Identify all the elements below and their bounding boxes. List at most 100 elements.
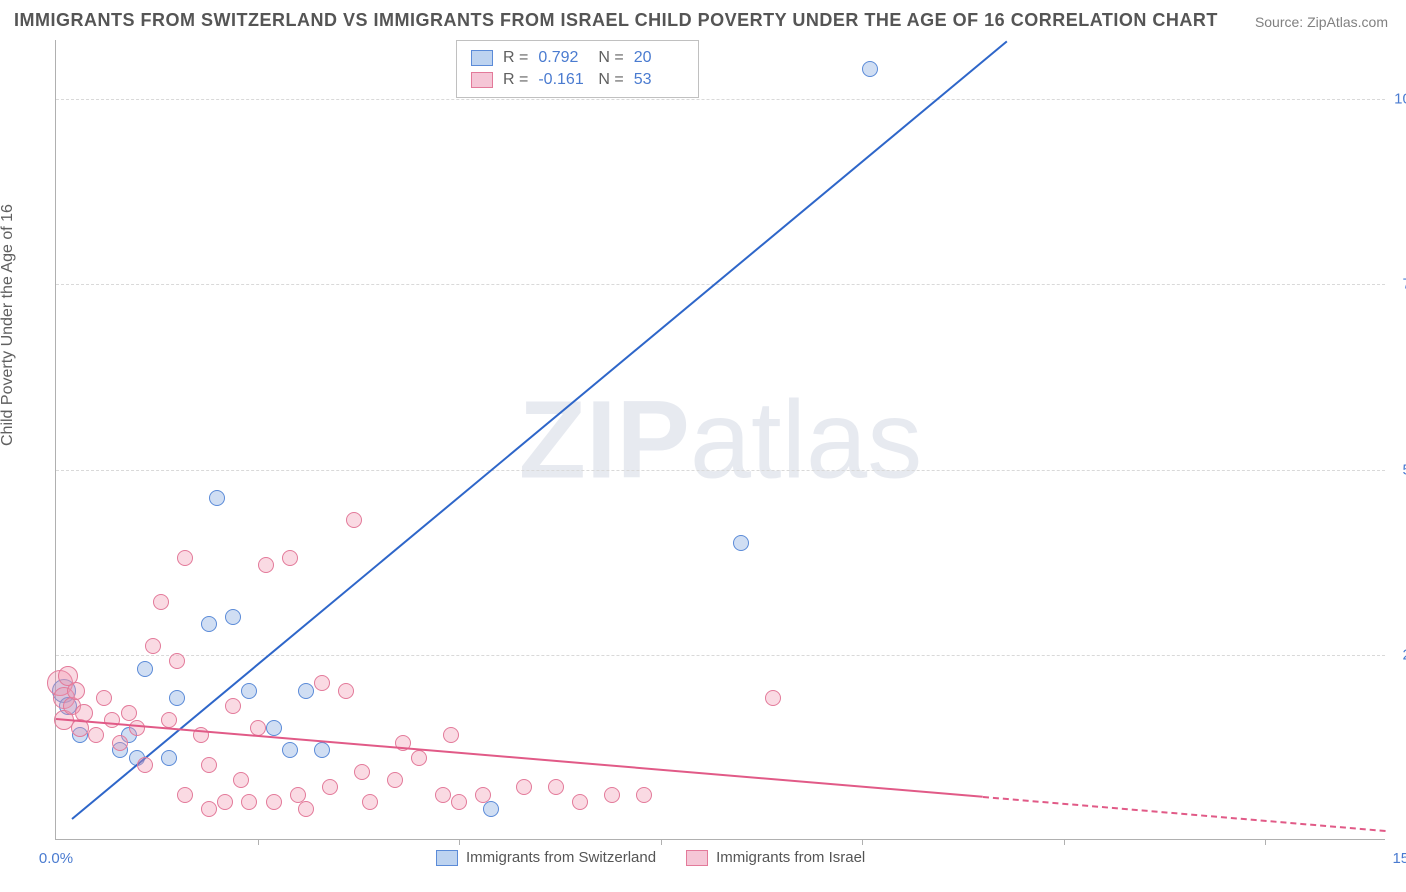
data-point-israel: [451, 794, 467, 810]
data-point-israel: [201, 801, 217, 817]
xtick: [661, 839, 662, 845]
stats-n-value: 20: [634, 49, 684, 67]
data-point-israel: [338, 683, 354, 699]
data-point-israel: [548, 779, 564, 795]
data-point-israel: [67, 682, 85, 700]
data-point-israel: [298, 801, 314, 817]
data-point-israel: [241, 794, 257, 810]
data-point-switzerland: [483, 801, 499, 817]
stats-r-label: R =: [503, 71, 528, 89]
xtick: [1064, 839, 1065, 845]
data-point-israel: [112, 735, 128, 751]
data-point-israel: [636, 787, 652, 803]
data-point-israel: [169, 653, 185, 669]
data-point-israel: [475, 787, 491, 803]
xtick: [862, 839, 863, 845]
data-point-switzerland: [209, 490, 225, 506]
plot-area: ZIPatlas R =0.792N =20R =-0.161N =53 Imm…: [55, 40, 1385, 840]
data-point-switzerland: [161, 750, 177, 766]
data-point-israel: [387, 772, 403, 788]
xtick: [1265, 839, 1266, 845]
chart-title: IMMIGRANTS FROM SWITZERLAND VS IMMIGRANT…: [14, 10, 1218, 31]
data-point-israel: [266, 794, 282, 810]
data-point-israel: [258, 557, 274, 573]
watermark-part-a: ZIP: [519, 378, 690, 501]
swatch-switzerland: [436, 850, 458, 866]
watermark-part-b: atlas: [690, 378, 922, 501]
stats-row-israel: R = -0.161 N = 53: [471, 69, 684, 91]
data-point-israel: [177, 787, 193, 803]
data-point-israel: [443, 727, 459, 743]
data-point-israel: [354, 764, 370, 780]
stats-row-switzerland: R = 0.792 N = 20: [471, 47, 684, 69]
data-point-switzerland: [169, 690, 185, 706]
stats-n-label: N =: [598, 71, 623, 89]
data-point-israel: [129, 720, 145, 736]
data-point-israel: [145, 638, 161, 654]
data-point-israel: [411, 750, 427, 766]
gridline-h: [56, 470, 1385, 471]
gridline-h: [56, 655, 1385, 656]
ytick-label: 75.0%: [1390, 276, 1406, 293]
data-point-switzerland: [282, 742, 298, 758]
data-point-israel: [435, 787, 451, 803]
data-point-switzerland: [225, 609, 241, 625]
data-point-israel: [362, 794, 378, 810]
xtick-label: 15.0%: [1392, 850, 1406, 867]
swatch-israel: [686, 850, 708, 866]
regression-line-dash-israel: [983, 796, 1386, 832]
data-point-israel: [322, 779, 338, 795]
ytick-label: 50.0%: [1390, 461, 1406, 478]
data-point-israel: [137, 757, 153, 773]
stats-r-value: -0.161: [538, 71, 588, 89]
data-point-switzerland: [241, 683, 257, 699]
swatch-israel: [471, 72, 493, 88]
data-point-israel: [177, 550, 193, 566]
stats-r-label: R =: [503, 49, 528, 67]
data-point-israel: [88, 727, 104, 743]
data-point-israel: [217, 794, 233, 810]
data-point-switzerland: [314, 742, 330, 758]
data-point-israel: [516, 779, 532, 795]
data-point-switzerland: [201, 616, 217, 632]
data-point-israel: [604, 787, 620, 803]
data-point-israel: [201, 757, 217, 773]
data-point-switzerland: [137, 661, 153, 677]
data-point-israel: [572, 794, 588, 810]
legend-item-israel: Immigrants from Israel: [686, 849, 865, 866]
data-point-israel: [225, 698, 241, 714]
xtick: [459, 839, 460, 845]
gridline-h: [56, 284, 1385, 285]
legend-label: Immigrants from Israel: [716, 849, 865, 866]
data-point-israel: [104, 712, 120, 728]
xtick: [258, 839, 259, 845]
data-point-israel: [153, 594, 169, 610]
series-legend: Immigrants from Switzerland Immigrants fr…: [436, 849, 865, 866]
swatch-switzerland: [471, 50, 493, 66]
data-point-israel: [96, 690, 112, 706]
data-point-switzerland: [862, 61, 878, 77]
data-point-israel: [121, 705, 137, 721]
legend-item-switzerland: Immigrants from Switzerland: [436, 849, 656, 866]
regression-line-switzerland: [71, 40, 1007, 819]
data-point-israel: [233, 772, 249, 788]
ytick-label: 100.0%: [1390, 91, 1406, 108]
gridline-h: [56, 99, 1385, 100]
stats-n-label: N =: [598, 49, 623, 67]
data-point-switzerland: [266, 720, 282, 736]
y-axis-label: Child Poverty Under the Age of 16: [0, 204, 17, 446]
data-point-israel: [346, 512, 362, 528]
data-point-israel: [290, 787, 306, 803]
source-label: Source: ZipAtlas.com: [1255, 14, 1388, 30]
data-point-switzerland: [733, 535, 749, 551]
xtick-label: 0.0%: [39, 850, 73, 867]
ytick-label: 25.0%: [1390, 646, 1406, 663]
stats-legend: R = 0.792 N = 20 R = -0.161 N = 53: [456, 40, 699, 98]
stats-r-value: 0.792: [538, 49, 588, 67]
data-point-israel: [282, 550, 298, 566]
data-point-switzerland: [298, 683, 314, 699]
stats-n-value: 53: [634, 71, 684, 89]
data-point-israel: [765, 690, 781, 706]
legend-label: Immigrants from Switzerland: [466, 849, 656, 866]
data-point-israel: [314, 675, 330, 691]
